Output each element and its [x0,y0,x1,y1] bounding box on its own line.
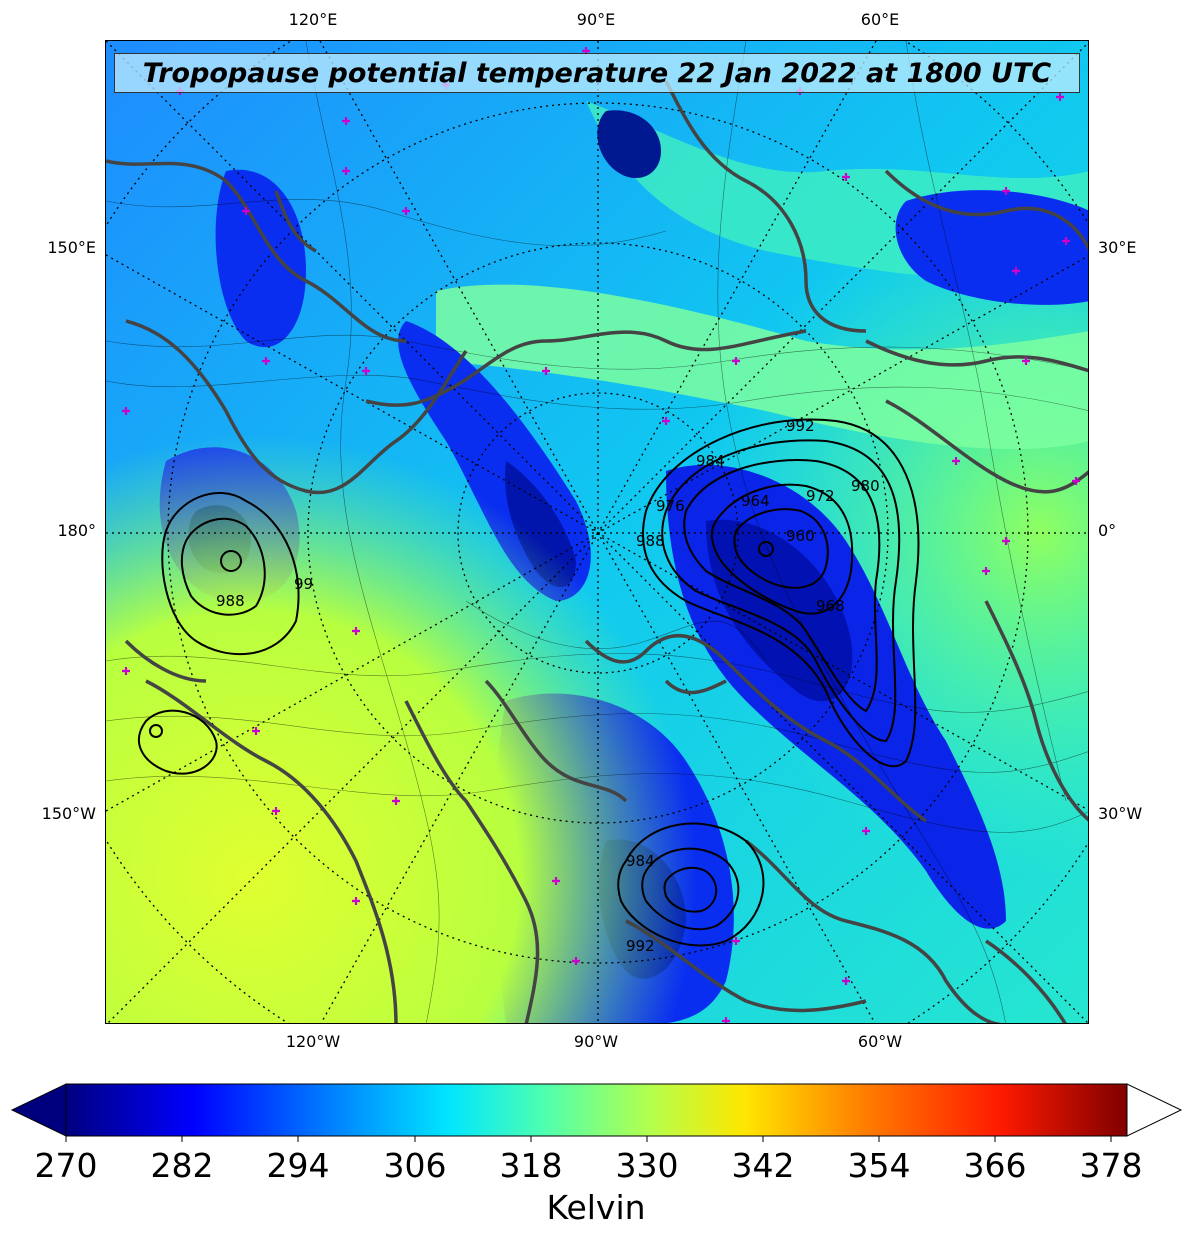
pressure-contours [137,418,920,947]
lat-label-right: 30°W [1098,804,1143,823]
title-box: Tropopause potential temperature 22 Jan … [114,53,1080,93]
colorbar-tick-label: 306 [383,1146,447,1185]
pressure-label: 988 [636,532,665,550]
pressure-label: 980 [851,477,880,495]
pressure-label: 984 [696,452,725,470]
pressure-label: 984 [626,852,655,870]
graticule [106,41,1088,1023]
pressure-label: 964 [741,492,770,510]
colorbar-tick-label: 354 [847,1146,911,1185]
colorbar-extend-max [1126,1083,1183,1137]
colorbar-tick-label: 378 [1079,1146,1143,1185]
colorbar-ticks [65,1136,1112,1142]
map-panel: 992 984 976 972 968 964 960 980 988 99 9… [105,40,1089,1024]
colorbar-unit-label: Kelvin [546,1188,646,1227]
colorbar-extend-min [10,1083,67,1137]
pressure-label: 960 [786,527,815,545]
tropopause-theta-map: 992 984 976 972 968 964 960 980 988 99 9… [106,41,1088,1023]
lat-label-right: 0° [1098,521,1117,540]
isentrope-contours [106,41,1088,1023]
colorbar-tick-label: 282 [150,1146,214,1185]
pressure-label: 992 [786,417,815,435]
colorbar-tick-label: 342 [731,1146,795,1185]
colorbar [10,1083,1183,1142]
lon-label-top: 120°E [288,10,338,29]
map-title: Tropopause potential temperature 22 Jan … [142,57,1052,89]
pressure-label: 992 [626,937,655,955]
lat-label-right: 30°E [1098,238,1137,257]
colorbar-gradient [65,1083,1128,1137]
pressure-label: 99 [294,575,313,593]
lat-label-left: 180° [57,521,96,540]
theta-warm-sw-overlay [106,41,1088,1023]
colorbar-tick-label: 366 [963,1146,1027,1185]
lon-label-top: 90°E [576,10,616,29]
pressure-label: 988 [216,592,245,610]
lon-label-bottom: 90°W [573,1032,619,1051]
lat-label-left: 150°E [47,238,96,257]
lon-label-bottom: 60°W [857,1032,903,1051]
pressure-label: 972 [806,487,835,505]
lon-label-bottom: 120°W [285,1032,341,1051]
lon-label-top: 60°E [860,10,900,29]
pressure-label: 968 [816,597,845,615]
pressure-labels: 992 984 976 972 968 964 960 980 988 99 9… [216,417,880,955]
coastlines [106,80,1088,1023]
lat-label-left: 150°W [41,804,96,823]
station-markers [122,47,1080,1023]
pressure-label: 976 [656,497,685,515]
colorbar-tick-label: 318 [499,1146,563,1185]
colorbar-tick-label: 294 [266,1146,330,1185]
colorbar-tick-label: 270 [34,1146,98,1185]
colorbar-tick-label: 330 [615,1146,679,1185]
